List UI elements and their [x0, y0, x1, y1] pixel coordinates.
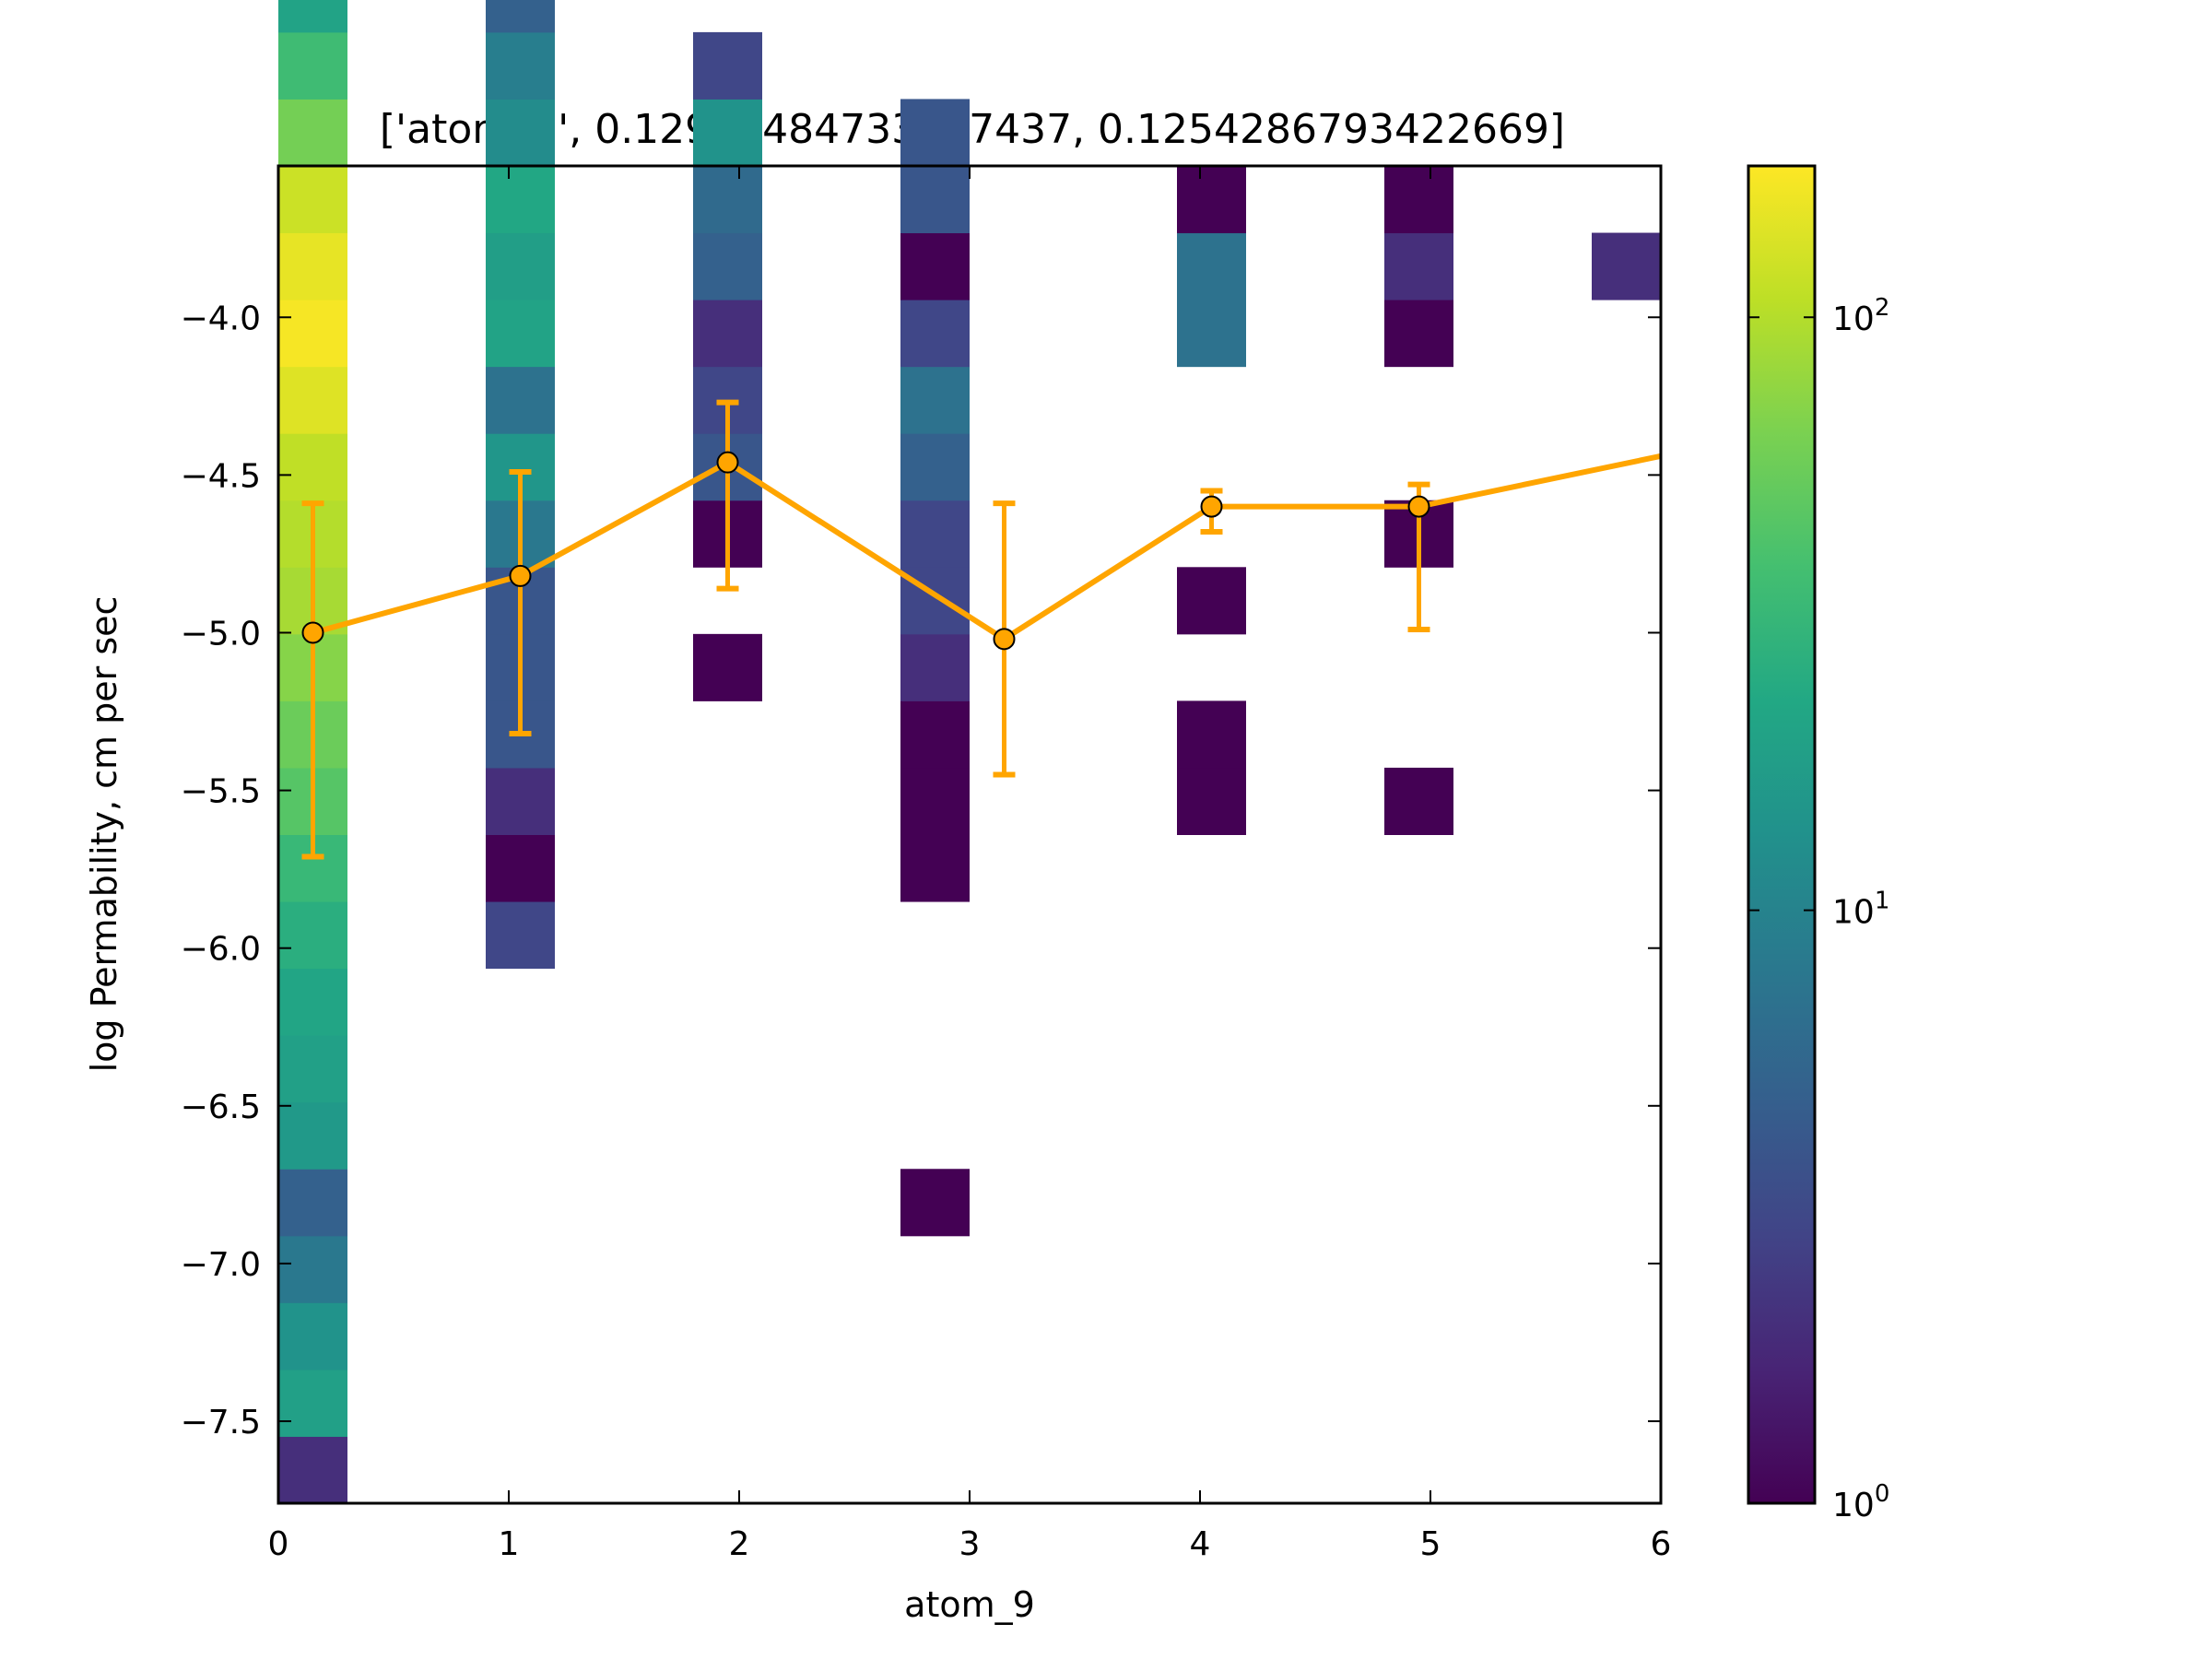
- y-tick-label: −7.0: [181, 1246, 261, 1284]
- heatmap-cell: [278, 0, 347, 33]
- heatmap-cell: [278, 1169, 347, 1237]
- heatmap-cell: [278, 901, 347, 970]
- x-axis-ticks: 0 1 2 3 4 5 6: [268, 166, 1672, 1563]
- marker-layer: [301, 451, 1430, 651]
- heatmap-cell: [693, 166, 762, 234]
- heatmap-cell: [486, 366, 555, 434]
- heatmap-cell: [1177, 300, 1246, 368]
- y-tick-label: −4.5: [181, 457, 261, 495]
- heatmap-cell: [900, 767, 970, 835]
- heatmap-cell: [900, 300, 970, 368]
- heatmap-cell: [1177, 567, 1246, 635]
- y-axis-title: log Permability, cm per sec: [84, 596, 124, 1073]
- heatmap-cell: [278, 1436, 347, 1504]
- heatmap-cell: [1384, 166, 1453, 234]
- heatmap-cell: [1177, 700, 1246, 769]
- heatmap-cell: [900, 433, 970, 501]
- heatmap-cell: [1384, 232, 1453, 300]
- x-tick-label: 6: [1651, 1525, 1672, 1563]
- heatmap-cell: [278, 99, 347, 167]
- x-tick-label: 1: [499, 1525, 520, 1563]
- heatmap-cell: [486, 834, 555, 902]
- y-tick-label: −5.0: [181, 615, 261, 653]
- heatmap-cell: [486, 166, 555, 234]
- heatmap-cell: [900, 633, 970, 701]
- mean-marker: [301, 621, 324, 644]
- heatmap-cell: [693, 300, 762, 368]
- heatmap-cell: [486, 31, 555, 100]
- colorbar-tick-label: 102: [1832, 294, 1889, 338]
- heatmap-cell: [486, 300, 555, 368]
- plot-area: [276, 0, 1663, 1505]
- heatmap-cell: [900, 366, 970, 434]
- x-tick-label: 5: [1420, 1525, 1441, 1563]
- heatmap-cell: [278, 1369, 347, 1437]
- mean-marker: [1200, 495, 1223, 518]
- x-tick-label: 0: [268, 1525, 289, 1563]
- heatmap-cell: [693, 232, 762, 300]
- heatmap-cell: [278, 232, 347, 300]
- heatmap-cell: [486, 901, 555, 970]
- heatmap-cell: [486, 0, 555, 33]
- heatmap-cell: [900, 700, 970, 769]
- mean-marker: [993, 628, 1016, 651]
- heatmap-cell: [278, 968, 347, 1036]
- x-tick-label: 2: [729, 1525, 750, 1563]
- x-tick-label: 4: [1190, 1525, 1211, 1563]
- chart-title: ['atom_9', 0.12965484733587437, 0.125428…: [380, 106, 1565, 153]
- heatmap-cell: [1384, 300, 1453, 368]
- mean-marker: [1407, 495, 1430, 518]
- colorbar-ticks: 100 101 102: [1748, 294, 1889, 1524]
- colorbar-gradient: [1747, 164, 1817, 1505]
- heatmap-cell: [278, 166, 347, 234]
- colorbar: 100 101 102: [1747, 164, 1889, 1524]
- x-tick-label: 3: [959, 1525, 981, 1563]
- mean-marker: [716, 451, 739, 474]
- y-tick-label: −7.5: [181, 1404, 261, 1441]
- heatmap-cell: [278, 31, 347, 100]
- mean-marker: [509, 564, 532, 587]
- heatmap-cell: [900, 232, 970, 300]
- heatmap-cell: [900, 99, 970, 167]
- heatmap-cell: [900, 834, 970, 902]
- heatmap-cell: [278, 1101, 347, 1170]
- colorbar-tick-label: 101: [1832, 888, 1889, 932]
- y-tick-label: −6.5: [181, 1088, 261, 1126]
- heatmap-cells: [278, 0, 1661, 1504]
- heatmap-cell: [278, 366, 347, 434]
- heatmap-cell: [900, 500, 970, 568]
- heatmap-cell: [1177, 166, 1246, 234]
- heatmap-cell: [278, 300, 347, 368]
- y-tick-label: −4.0: [181, 300, 261, 337]
- heatmap-cell: [278, 1235, 347, 1303]
- heatmap-cell: [486, 99, 555, 167]
- heatmap-cell: [900, 166, 970, 234]
- heatmap-cell: [1592, 232, 1661, 300]
- heatmap-cell: [278, 433, 347, 501]
- x-axis-title: atom_9: [904, 1584, 1035, 1625]
- heatmap-cell: [693, 99, 762, 167]
- heatmap-cell: [693, 633, 762, 701]
- y-tick-label: −5.5: [181, 773, 261, 811]
- heatmap-cell: [486, 767, 555, 835]
- heatmap-cell: [1177, 767, 1246, 835]
- heatmap-cell: [1384, 767, 1453, 835]
- y-axis-ticks: −4.0 −4.5 −5.0 −5.5 −6.0 −6.5 −7.0 −7.5: [181, 300, 1661, 1441]
- heatmap-cell: [278, 1035, 347, 1103]
- y-tick-label: −6.0: [181, 931, 261, 969]
- colorbar-tick-label: 100: [1832, 1480, 1889, 1524]
- heatmap-cell: [278, 1302, 347, 1371]
- heatmap-cell: [1177, 232, 1246, 300]
- heatmap-cell: [486, 232, 555, 300]
- heatmap-cell: [693, 31, 762, 100]
- heatmap-cell: [900, 1169, 970, 1237]
